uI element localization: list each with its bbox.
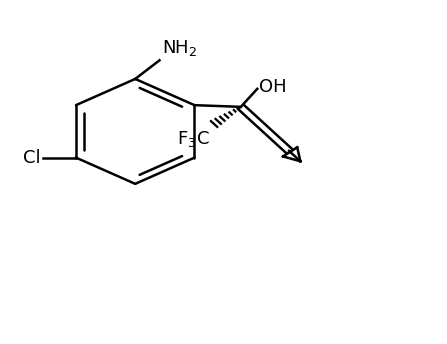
Text: NH$_2$: NH$_2$ bbox=[162, 37, 197, 57]
Text: Cl: Cl bbox=[23, 149, 41, 166]
Text: OH: OH bbox=[260, 78, 287, 96]
Text: F$_3$C: F$_3$C bbox=[177, 129, 210, 149]
